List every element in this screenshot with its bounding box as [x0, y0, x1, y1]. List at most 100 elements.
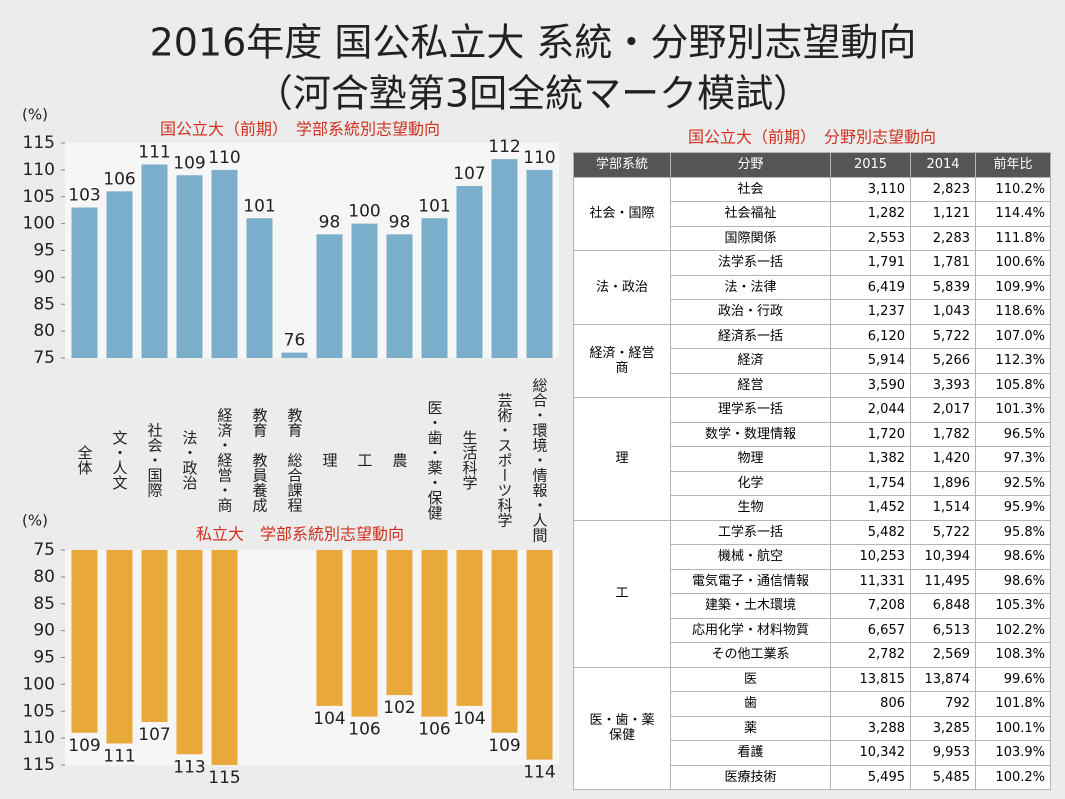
number-cell: 2,782	[830, 642, 911, 668]
value-label: 109	[488, 736, 520, 756]
y-tick-label: 80	[33, 321, 55, 341]
number-cell: 2,823	[910, 176, 976, 202]
number-cell: 6,419	[830, 274, 911, 300]
bar	[421, 218, 448, 358]
y-tick-label: 85	[33, 294, 55, 314]
table-row: 法・法律 6,419 5,839 109.9%	[574, 274, 1051, 300]
bar	[71, 550, 98, 733]
number-cell: 1,720	[830, 421, 911, 447]
bar	[106, 550, 133, 744]
number-cell: 103.9%	[975, 740, 1051, 766]
number-cell: 1,754	[830, 470, 911, 496]
x-tick-label: 生活科学	[461, 430, 479, 490]
value-label: 110	[208, 148, 240, 168]
y-tick-label: 100	[23, 214, 55, 234]
number-cell: 101.3%	[975, 397, 1051, 423]
table-row: 社会福祉 1,282 1,121 114.4%	[574, 201, 1051, 227]
value-label: 110	[523, 148, 555, 168]
header-cell: 前年比	[975, 152, 1051, 178]
y-tick-label: 80	[33, 567, 55, 587]
table-row: 理理学系一括 2,044 2,017 101.3%	[573, 397, 1051, 521]
number-cell: 6,657	[830, 617, 911, 643]
number-cell: 95.9%	[975, 495, 1051, 521]
value-label: 76	[284, 331, 306, 351]
number-cell: 109.9%	[975, 274, 1051, 300]
field-cell: 看護	[670, 740, 831, 766]
axis-unit: (%)	[22, 106, 48, 124]
field-cell: 社会福祉	[670, 201, 831, 227]
table-row: 医療技術 5,495 5,485 100.2%	[574, 764, 1051, 790]
number-cell: 3,590	[830, 372, 911, 398]
y-tick-label: 100	[23, 674, 55, 694]
number-cell: 1,781	[910, 250, 976, 276]
y-tick-label: 90	[33, 267, 55, 287]
number-cell: 100.6%	[975, 250, 1051, 276]
value-label: 115	[208, 768, 240, 788]
number-cell: 97.3%	[975, 446, 1051, 472]
number-cell: 2,283	[910, 225, 976, 251]
bar	[281, 352, 308, 358]
field-cell: 建築・土木環境	[670, 593, 831, 619]
field-cell: 国際関係	[670, 225, 831, 251]
value-label: 107	[138, 725, 170, 745]
field-cell: 歯	[670, 691, 831, 717]
table-row: 機械・航空 10,253 10,394 98.6%	[574, 544, 1051, 570]
field-cell: 医療技術	[670, 764, 831, 790]
number-cell: 110.2%	[975, 176, 1051, 202]
field-cell: 物理	[670, 446, 831, 472]
field-cell: 工学系一括	[670, 519, 831, 545]
number-cell: 10,394	[910, 544, 976, 570]
number-cell: 98.6%	[975, 544, 1051, 570]
number-cell: 13,874	[910, 666, 976, 692]
x-tick-label: 文・人文	[111, 430, 129, 490]
bar	[456, 550, 483, 706]
number-cell: 806	[830, 691, 911, 717]
page-title: 2016年度 国公私立大 系統・分野別志望動向	[150, 21, 917, 65]
number-cell: 2,044	[830, 397, 911, 423]
number-cell: 100.1%	[975, 715, 1051, 741]
value-label: 104	[313, 709, 345, 729]
number-cell: 118.6%	[975, 299, 1051, 325]
number-cell: 1,896	[910, 470, 976, 496]
header-cell: 2015	[830, 152, 911, 178]
y-tick-label: 115	[23, 755, 55, 775]
table-row: 薬 3,288 3,285 100.1%	[574, 715, 1051, 741]
table-row: 化学 1,754 1,896 92.5%	[574, 470, 1051, 496]
value-label: 112	[488, 137, 520, 157]
field-cell: 応用化学・材料物質	[670, 617, 831, 643]
number-cell: 101.8%	[975, 691, 1051, 717]
number-cell: 2,569	[910, 642, 976, 668]
header-cell: 2014	[910, 152, 976, 178]
number-cell: 112.3%	[975, 348, 1051, 374]
y-tick-label: 85	[33, 594, 55, 614]
value-label: 113	[173, 757, 205, 777]
bar	[246, 218, 273, 358]
number-cell: 108.3%	[975, 642, 1051, 668]
x-tick-label: 農	[391, 453, 409, 468]
bar	[211, 169, 238, 358]
y-tick-label: 110	[23, 160, 55, 180]
y-tick-label: 105	[23, 701, 55, 721]
number-cell: 111.8%	[975, 225, 1051, 251]
y-tick-label: 95	[33, 648, 55, 668]
value-label: 111	[103, 747, 135, 767]
number-cell: 105.8%	[975, 372, 1051, 398]
number-cell: 107.0%	[975, 323, 1051, 349]
number-cell: 3,393	[910, 372, 976, 398]
header-cell: 分野	[670, 152, 831, 178]
bar	[106, 191, 133, 358]
number-cell: 102.2%	[975, 617, 1051, 643]
x-tick-label: 医・歯・薬・保健	[426, 400, 444, 521]
number-cell: 3,110	[830, 176, 911, 202]
x-tick-label: 全体	[76, 444, 94, 475]
table-row: 政治・行政 1,237 1,043 118.6%	[574, 299, 1051, 325]
group-cell: 理	[573, 397, 671, 521]
field-cell: 理学系一括	[670, 397, 831, 423]
value-label: 109	[68, 736, 100, 756]
value-label: 103	[68, 186, 100, 206]
number-cell: 2,553	[830, 225, 911, 251]
group-cell: 社会・国際	[573, 176, 671, 251]
number-cell: 9,953	[910, 740, 976, 766]
bar	[71, 207, 98, 358]
